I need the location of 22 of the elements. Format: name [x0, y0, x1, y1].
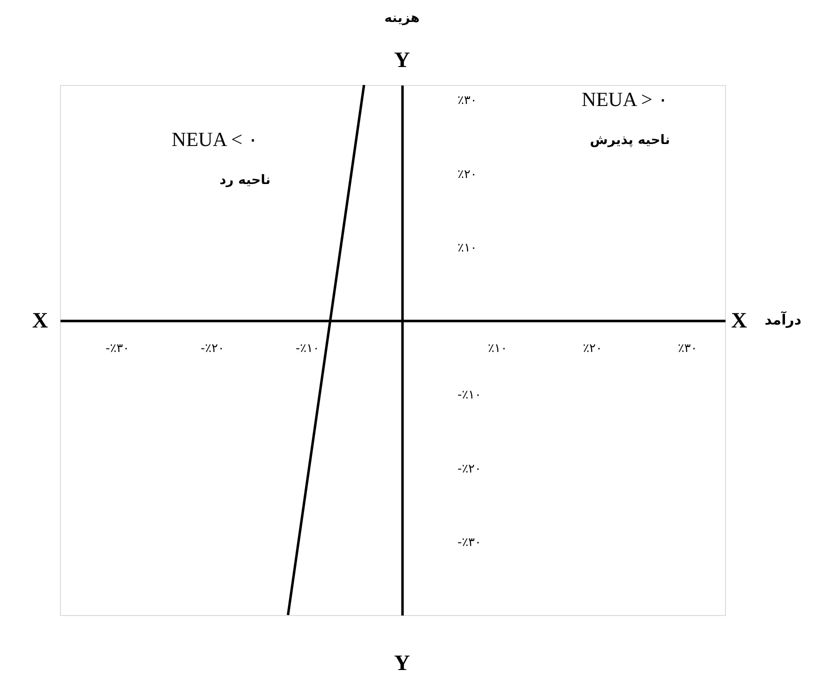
annotation: NEUA > ۰	[582, 89, 668, 111]
text: Y	[394, 47, 410, 72]
x-tick-label: ٪۲۰	[582, 341, 602, 356]
y-tick-label: -٪۲۰	[458, 461, 482, 476]
y-tick-label: -٪۳۰	[458, 534, 482, 549]
y-tick-label: ٪۱۰	[458, 240, 477, 254]
x-tick-label: ٪۳۰	[678, 341, 698, 356]
x-tick-label: -٪۲۰	[200, 341, 224, 356]
x-tick-label: -٪۱۰	[296, 341, 320, 356]
annotation: ناحیه رد	[219, 173, 271, 188]
annotation: NEUA < ۰	[172, 129, 258, 151]
text: X	[32, 308, 48, 333]
x-tick-label: ٪۱۰	[488, 341, 508, 356]
x-tick-label: -٪۳۰	[106, 341, 130, 356]
text: Y	[394, 650, 410, 674]
y-tick-label: -٪۱۰	[458, 388, 482, 402]
x-axis-title: درآمد	[764, 310, 802, 329]
y-tick-label: ٪۳۰	[458, 93, 477, 108]
text: X	[731, 308, 748, 333]
annotation: ناحیه پذیرش	[590, 133, 670, 148]
y-tick-label: ٪۲۰	[458, 166, 477, 181]
y-axis-title: هزینه	[384, 11, 420, 26]
